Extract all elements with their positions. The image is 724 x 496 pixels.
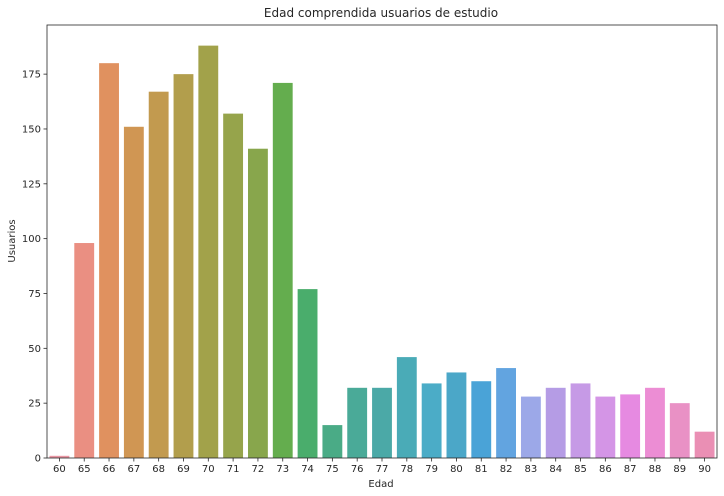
y-tick-label: 125 bbox=[22, 179, 41, 190]
x-tick-label: 74 bbox=[301, 464, 314, 475]
bar-66 bbox=[99, 63, 119, 458]
y-tick-label: 150 bbox=[22, 124, 41, 135]
y-tick-label: 25 bbox=[28, 399, 41, 410]
x-tick-label: 66 bbox=[103, 464, 116, 475]
x-tick-label: 83 bbox=[525, 464, 538, 475]
bar-75 bbox=[322, 425, 343, 458]
x-tick-label: 81 bbox=[475, 464, 488, 475]
bar-76 bbox=[347, 387, 368, 458]
x-tick-label: 75 bbox=[326, 464, 339, 475]
x-tick-label: 80 bbox=[450, 464, 463, 475]
x-ticks: 60 65 66 67 68 69 70 71 72 73 74 75 76 77 78 79 80 81 82 83… bbox=[53, 458, 711, 475]
x-tick-label: 65 bbox=[78, 464, 91, 475]
bar-78 bbox=[396, 357, 417, 458]
bars bbox=[49, 45, 715, 459]
bar-68 bbox=[148, 91, 169, 459]
bar-77 bbox=[372, 387, 392, 458]
x-tick-label: 86 bbox=[599, 464, 612, 475]
bar-65 bbox=[74, 243, 95, 458]
x-tick-label: 79 bbox=[425, 464, 438, 475]
bar-80 bbox=[446, 372, 467, 458]
bar-70 bbox=[198, 45, 219, 458]
x-tick-label: 77 bbox=[376, 464, 389, 475]
x-tick-label: 85 bbox=[574, 464, 587, 475]
bar-86 bbox=[595, 396, 616, 458]
bar-88 bbox=[645, 387, 665, 458]
y-tick-label: 50 bbox=[28, 344, 41, 355]
bar-79 bbox=[421, 383, 442, 458]
bar-89 bbox=[669, 403, 690, 458]
bar-84 bbox=[545, 387, 566, 458]
x-tick-label: 90 bbox=[698, 464, 711, 475]
bar-60 bbox=[49, 455, 70, 458]
plot-frame bbox=[46, 24, 718, 459]
bar-82 bbox=[496, 368, 516, 458]
y-tick-label: 175 bbox=[22, 70, 41, 81]
x-tick-label: 88 bbox=[649, 464, 662, 475]
y-tick-label: 0 bbox=[35, 454, 41, 465]
x-tick-label: 78 bbox=[400, 464, 413, 475]
y-axis-label: Usuarios bbox=[7, 219, 18, 262]
y-ticks: 0 25 50 75 100 125 150 175 bbox=[22, 70, 47, 465]
y-tick-label: 75 bbox=[28, 289, 41, 300]
bar-74 bbox=[297, 289, 318, 458]
x-tick-label: 70 bbox=[202, 464, 215, 475]
x-tick-label: 69 bbox=[177, 464, 190, 475]
x-tick-label: 87 bbox=[624, 464, 637, 475]
bar-72 bbox=[248, 148, 268, 458]
x-tick-label: 60 bbox=[53, 464, 66, 475]
bar-73 bbox=[272, 82, 293, 458]
bar-87 bbox=[620, 394, 641, 458]
bar-67 bbox=[123, 126, 144, 459]
x-tick-label: 76 bbox=[351, 464, 364, 475]
bar-81 bbox=[471, 381, 492, 458]
x-tick-label: 68 bbox=[152, 464, 165, 475]
x-tick-label: 73 bbox=[276, 464, 289, 475]
bar-90 bbox=[694, 431, 715, 458]
x-axis-label: Edad bbox=[368, 479, 393, 490]
bar-69 bbox=[173, 74, 194, 458]
bar-83 bbox=[520, 396, 541, 458]
x-tick-label: 72 bbox=[252, 464, 265, 475]
y-tick-label: 100 bbox=[22, 234, 41, 245]
bar-71 bbox=[223, 113, 244, 458]
x-tick-label: 71 bbox=[227, 464, 240, 475]
bar-85 bbox=[570, 383, 591, 458]
x-tick-label: 82 bbox=[500, 464, 513, 475]
x-tick-label: 67 bbox=[127, 464, 140, 475]
chart-title: Edad comprendida usuarios de estudio bbox=[264, 6, 498, 20]
x-tick-label: 89 bbox=[673, 464, 686, 475]
x-tick-label: 84 bbox=[549, 464, 562, 475]
